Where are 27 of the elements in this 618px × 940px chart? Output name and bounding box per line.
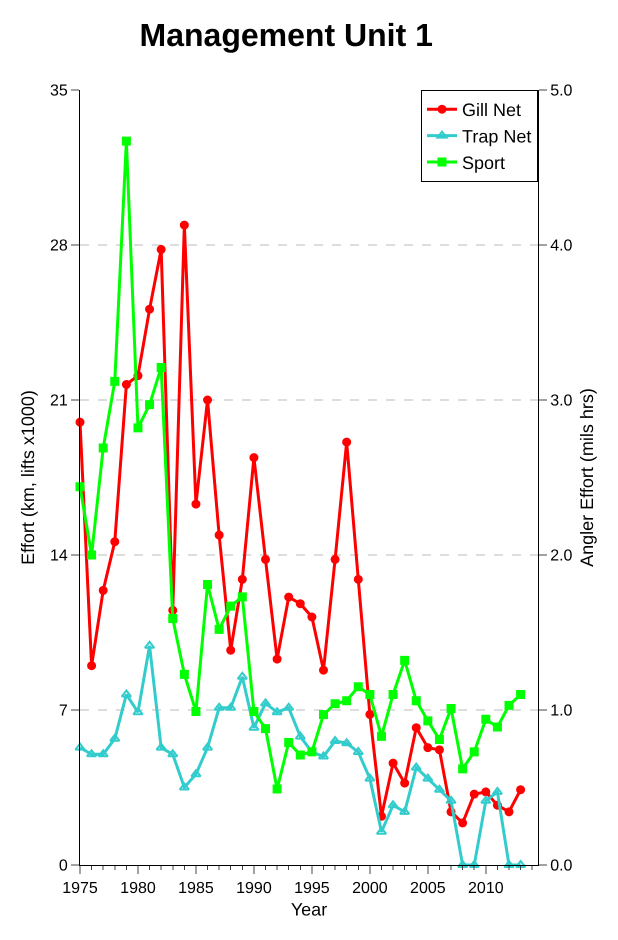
y-axis-title: Effort (km, lifts x1000): [18, 390, 38, 565]
x-tick-label: 1975: [62, 880, 98, 898]
x-tick-label: 2010: [468, 880, 504, 898]
x-tick-label: 1980: [120, 880, 156, 898]
y-tick-label: 21: [50, 392, 68, 410]
y2-tick-label: 4.0: [550, 238, 573, 255]
legend-label: Trap Net: [462, 126, 532, 147]
x-axis-title: Year: [290, 899, 328, 920]
y-tick-label: 7: [58, 702, 68, 720]
chart-title: Management Unit 1: [140, 16, 433, 53]
legend-label: Sport: [462, 153, 506, 174]
x-tick-label: 1990: [236, 880, 272, 898]
x-tick-label: 1995: [294, 880, 330, 898]
y-tick-label: 35: [50, 82, 68, 100]
x-tick-label: 2000: [352, 880, 388, 898]
y-tick-label: 14: [50, 548, 68, 565]
y-tick-label: 28: [50, 238, 68, 255]
y-tick-label: 0: [58, 858, 68, 875]
x-tick-label: 2005: [410, 880, 446, 898]
y2-tick-label: 3.0: [550, 392, 573, 410]
y2-tick-label: 1.0: [550, 702, 573, 720]
y2-tick-label: 5.0: [550, 82, 573, 100]
y2-tick-label: 0.0: [550, 858, 573, 875]
legend-label: Gill Net: [462, 100, 522, 120]
y2-tick-label: 2.0: [550, 548, 573, 565]
x-tick-label: 1985: [178, 880, 214, 898]
y2-axis-title: Angler Effort (mils hrs): [577, 388, 597, 567]
